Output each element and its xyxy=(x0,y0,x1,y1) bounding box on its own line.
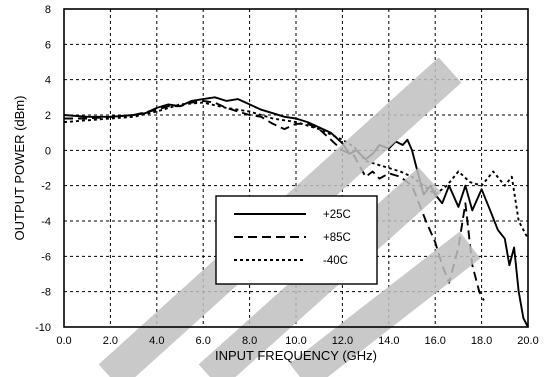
y-tick-label: -10 xyxy=(35,322,51,334)
y-tick-label: -2 xyxy=(41,181,51,193)
x-tick-label: 10.0 xyxy=(285,335,306,347)
legend-label: +25C xyxy=(323,209,351,221)
x-tick-label: 6.0 xyxy=(196,335,211,347)
legend: +25C +85C -40C xyxy=(215,195,378,285)
y-tick-label: 4 xyxy=(45,75,51,87)
legend-label: +85C xyxy=(323,232,351,244)
x-tick-label: 14.0 xyxy=(378,335,399,347)
y-tick-label: -6 xyxy=(41,251,51,263)
plot-frame xyxy=(63,8,529,328)
x-axis-label: INPUT FREQUENCY (GHz) xyxy=(215,348,377,363)
x-tick-label: 20.0 xyxy=(517,335,538,347)
y-tick-label: 2 xyxy=(45,110,51,122)
legend-label: -40C xyxy=(323,255,348,267)
y-tick-label: -4 xyxy=(41,216,51,228)
y-tick-label: -8 xyxy=(41,287,51,299)
x-tick-label: 4.0 xyxy=(149,335,164,347)
x-tick-label: 8.0 xyxy=(242,335,257,347)
y-axis-label: OUTPUT POWER (dBm) xyxy=(12,96,27,241)
y-tick-label: 6 xyxy=(45,39,51,51)
x-tick-label: 18.0 xyxy=(471,335,492,347)
tick-labels: 0.0 2.0 4.0 6.0 8.0 10.0 12.0 14.0 16.0 18.0 20.0 -… xyxy=(35,4,539,347)
legend-box xyxy=(215,195,378,285)
x-tick-label: 16.0 xyxy=(424,335,445,347)
x-tick-label: 0.0 xyxy=(56,335,71,347)
x-tick-label: 2.0 xyxy=(103,335,118,347)
x-tick-label: 12.0 xyxy=(332,335,353,347)
watermark-stripe xyxy=(289,231,481,377)
y-tick-label: 8 xyxy=(45,4,51,16)
y-tick-label: 0 xyxy=(45,145,51,157)
